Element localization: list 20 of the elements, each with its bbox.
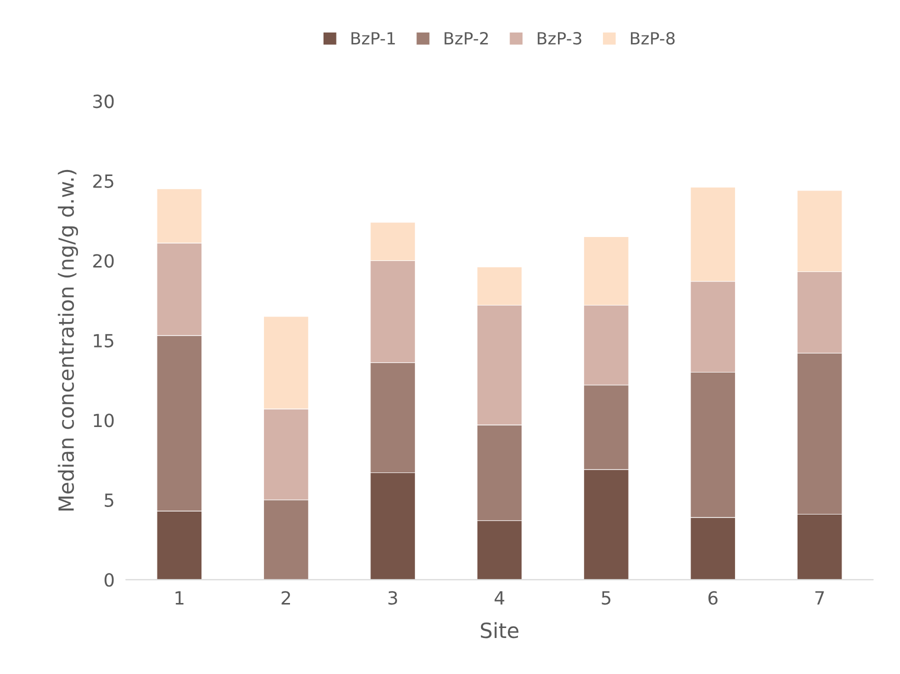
y-tick-label: 0 (104, 573, 114, 587)
x-tick-label: 1 (176, 591, 184, 604)
x-tick-label: 7 (815, 591, 824, 604)
x-tick-label: 3 (388, 591, 398, 605)
y-axis-title: Median concentration (ng/g d.w.) (58, 170, 78, 511)
y-tick-label: 10 (94, 414, 114, 428)
y-tick-label: 5 (104, 494, 114, 507)
x-tick-label: 2 (282, 591, 290, 604)
x-tick-label: 6 (708, 591, 718, 605)
y-tick-label: 20 (93, 254, 114, 268)
y-tick-label: 25 (93, 174, 114, 188)
legend-label: BzP-8 (630, 32, 675, 45)
x-tick-label: 4 (494, 591, 504, 604)
x-tick-label: 5 (602, 591, 610, 605)
x-axis-title: Site (480, 622, 518, 638)
legend-label: BzP-3 (538, 32, 582, 45)
y-tick-label: 30 (93, 94, 114, 108)
legend-label: BzP-2 (444, 32, 488, 44)
y-tick-label: 15 (94, 334, 114, 348)
legend-label: BzP-1 (352, 32, 395, 44)
